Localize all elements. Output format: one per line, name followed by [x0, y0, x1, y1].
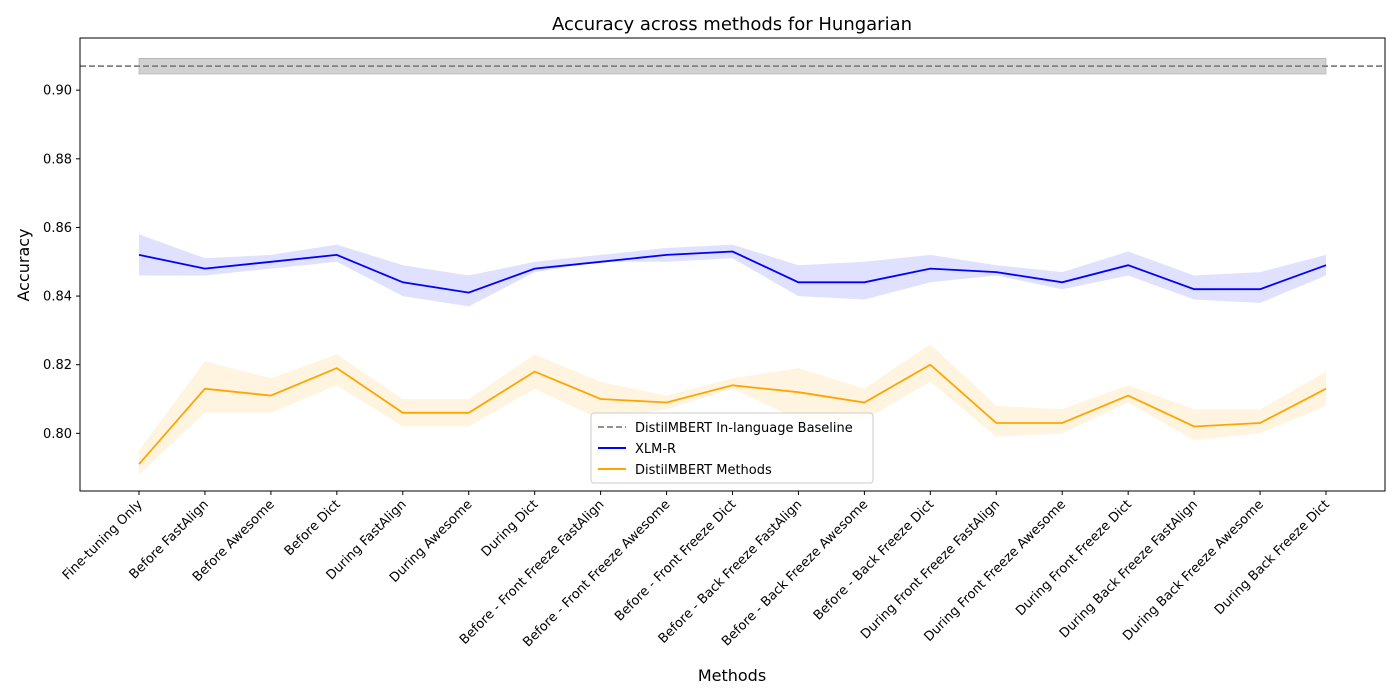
x-tick-label: During Back Freeze FastAlign	[1057, 497, 1201, 641]
x-tick-label: Before Dict	[282, 497, 344, 559]
x-tick-label: During Front Freeze Dict	[1013, 497, 1135, 619]
legend: DistilMBERT In-language Baseline XLM-R D…	[590, 412, 874, 484]
y-tick-label: 0.84	[43, 290, 72, 305]
x-tick-label: Before - Front Freeze Dict	[612, 497, 739, 624]
xlmr-series-line	[138, 250, 1327, 294]
plot-area	[80, 57, 1385, 475]
x-tick-label: During Dict	[479, 497, 542, 560]
y-tick-label: 0.88	[43, 152, 72, 167]
legend-frame	[590, 412, 874, 484]
y-tick-label: 0.90	[43, 84, 72, 99]
x-tick-label: During Front Freeze FastAlign	[858, 497, 1003, 642]
x-tick-label: Before - Back Freeze Awesome	[719, 497, 871, 649]
x-tick-label: During Front Freeze Awesome	[921, 497, 1069, 645]
legend-xlmr-label: XLM-R	[635, 442, 676, 457]
x-tick-label: During Back Freeze Dict	[1212, 497, 1333, 618]
y-axis-label: Accuracy	[14, 228, 33, 301]
y-tick-label: 0.82	[43, 358, 72, 373]
legend-distilmbert-label: DistilMBERT Methods	[635, 463, 772, 478]
x-tick-label: During Back Freeze Awesome	[1120, 497, 1267, 644]
x-tick-label: Before - Front Freeze Awesome	[520, 497, 673, 650]
distilmbert-confidence-band	[139, 344, 1326, 475]
x-tick-label: Before - Back Freeze FastAlign	[656, 497, 805, 646]
y-tick-label: 0.80	[43, 427, 72, 442]
x-tick-label: Before - Back Freeze Dict	[811, 497, 937, 623]
x-tick-label: Before - Front Freeze FastAlign	[457, 497, 607, 647]
y-axis: 0.80 0.82 0.84 0.86 0.88 0.90	[43, 84, 80, 442]
xlmr-confidence-band	[139, 234, 1326, 307]
plot-frame	[79, 37, 1386, 492]
legend-baseline-label: DistilMBERT In-language Baseline	[635, 421, 853, 436]
chart-title: Accuracy across methods for Hungarian	[552, 14, 912, 35]
x-axis-label: Methods	[698, 666, 766, 685]
y-tick-label: 0.86	[43, 221, 72, 236]
